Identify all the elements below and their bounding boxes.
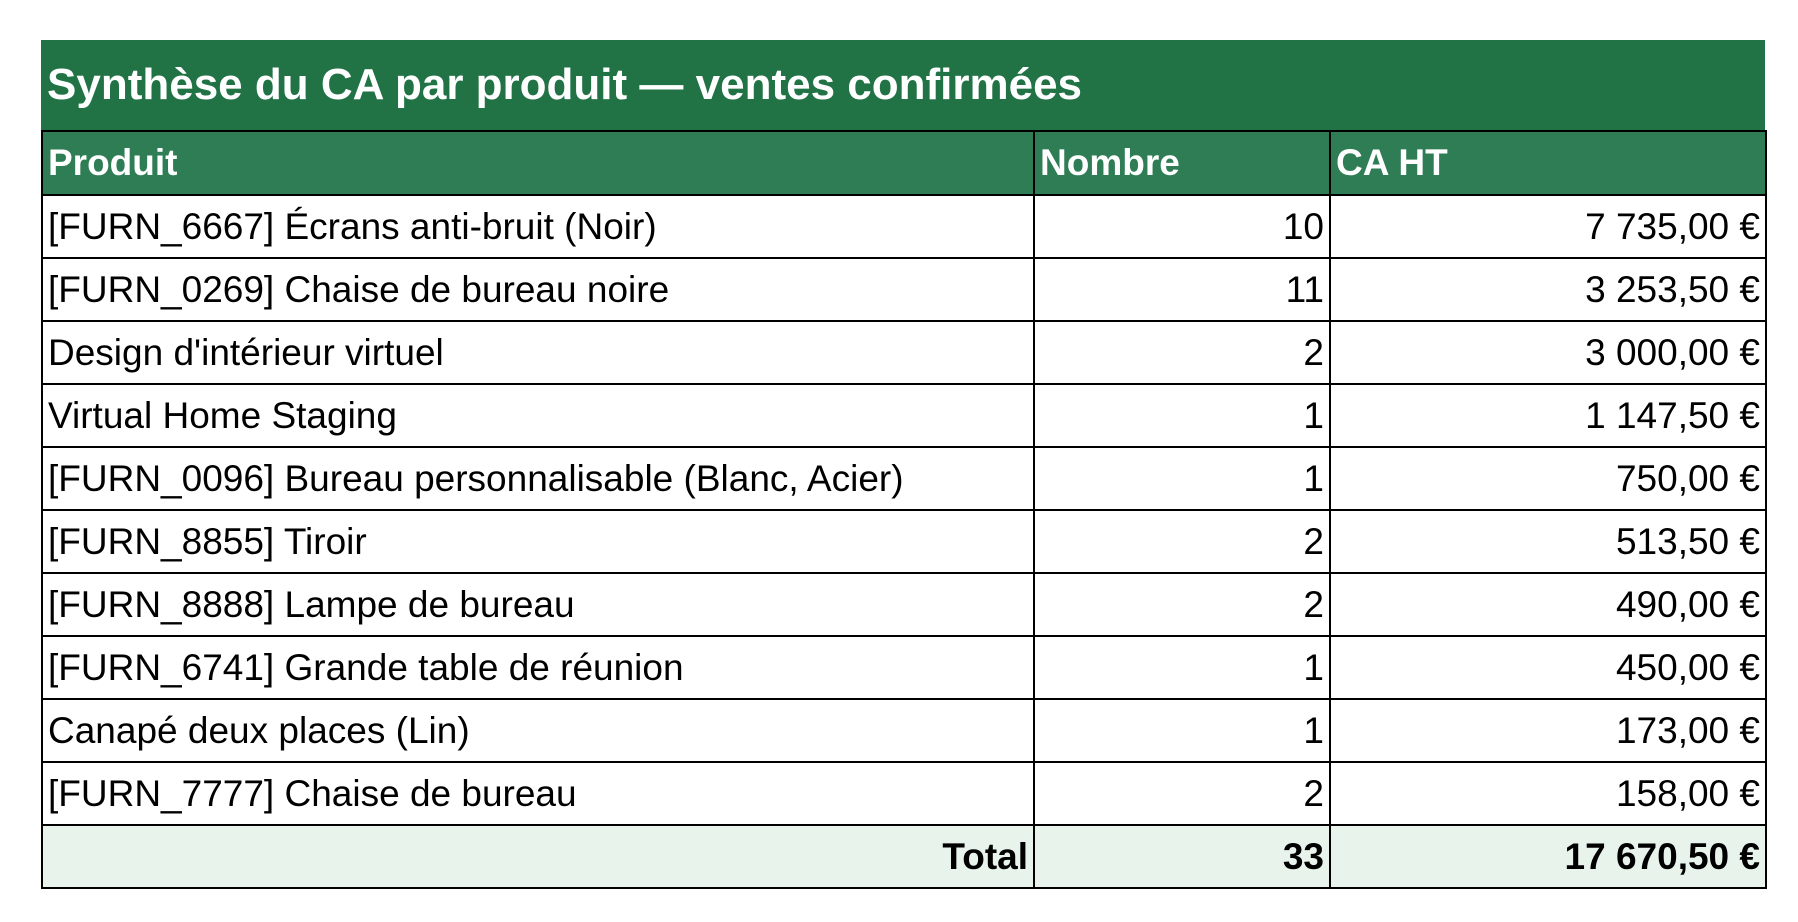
total-row: Total 33 17 670,50 €	[41, 824, 1767, 889]
numeric-cell: 1	[1033, 698, 1331, 763]
product-row: [FURN_6667] Écrans anti-bruit (Noir) 10 7 …	[41, 194, 1767, 259]
product-cell: [FURN_0096] Bureau personnalisable (Blan…	[41, 446, 1035, 511]
product-row: [FURN_7777] Chaise de bureau 2 158,00 €	[41, 761, 1767, 826]
numeric-cell: 3 253,50 €	[1329, 257, 1767, 322]
numeric-cell: 2	[1033, 761, 1331, 826]
header-row: Produit Nombre CA HT	[41, 130, 1767, 196]
column-header: CA HT	[1329, 130, 1767, 196]
product-row: [FURN_8855] Tiroir 2 513,50 €	[41, 509, 1767, 574]
product-cell: Virtual Home Staging	[41, 383, 1035, 448]
product-cell: [FURN_8888] Lampe de bureau	[41, 572, 1035, 637]
total-value: 33	[1033, 824, 1331, 889]
numeric-cell: 1 147,50 €	[1329, 383, 1767, 448]
product-row: Canapé deux places (Lin) 1 173,00 €	[41, 698, 1767, 763]
product-row: [FURN_6741] Grande table de réunion 1 450,…	[41, 635, 1767, 700]
product-cell: [FURN_6741] Grande table de réunion	[41, 635, 1035, 700]
summary-table: Produit Nombre CA HT [FURN_6667] Écrans an…	[41, 130, 1767, 889]
numeric-cell: 490,00 €	[1329, 572, 1767, 637]
product-cell: [FURN_7777] Chaise de bureau	[41, 761, 1035, 826]
numeric-cell: 2	[1033, 320, 1331, 385]
product-row: Virtual Home Staging 1 1 147,50 €	[41, 383, 1767, 448]
numeric-cell: 2	[1033, 572, 1331, 637]
table-body: [FURN_6667] Écrans anti-bruit (Noir) 10 7 …	[41, 194, 1767, 889]
total-value: 17 670,50 €	[1329, 824, 1767, 889]
numeric-cell: 10	[1033, 194, 1331, 259]
numeric-cell: 450,00 €	[1329, 635, 1767, 700]
sheet-title: Synthèse du CA par produit — ventes conf…	[41, 40, 1765, 130]
sheet: Synthèse du CA par produit — ventes conf…	[41, 40, 1767, 889]
numeric-cell: 2	[1033, 509, 1331, 574]
column-header: Produit	[41, 130, 1035, 196]
product-cell: [FURN_6667] Écrans anti-bruit (Noir)	[41, 194, 1035, 259]
numeric-cell: 7 735,00 €	[1329, 194, 1767, 259]
numeric-cell: 3 000,00 €	[1329, 320, 1767, 385]
product-row: Design d'intérieur virtuel 2 3 000,00 €	[41, 320, 1767, 385]
product-cell: [FURN_8855] Tiroir	[41, 509, 1035, 574]
numeric-cell: 11	[1033, 257, 1331, 322]
product-cell: Design d'intérieur virtuel	[41, 320, 1035, 385]
product-row: [FURN_0096] Bureau personnalisable (Blan…	[41, 446, 1767, 511]
numeric-cell: 158,00 €	[1329, 761, 1767, 826]
numeric-cell: 173,00 €	[1329, 698, 1767, 763]
product-cell: [FURN_0269] Chaise de bureau noire	[41, 257, 1035, 322]
numeric-cell: 1	[1033, 635, 1331, 700]
numeric-cell: 513,50 €	[1329, 509, 1767, 574]
numeric-cell: 750,00 €	[1329, 446, 1767, 511]
total-label: Total	[41, 824, 1035, 889]
numeric-cell: 1	[1033, 446, 1331, 511]
numeric-cell: 1	[1033, 383, 1331, 448]
product-row: [FURN_0269] Chaise de bureau noire 11 3 25…	[41, 257, 1767, 322]
product-cell: Canapé deux places (Lin)	[41, 698, 1035, 763]
column-header: Nombre	[1033, 130, 1331, 196]
product-row: [FURN_8888] Lampe de bureau 2 490,00 €	[41, 572, 1767, 637]
